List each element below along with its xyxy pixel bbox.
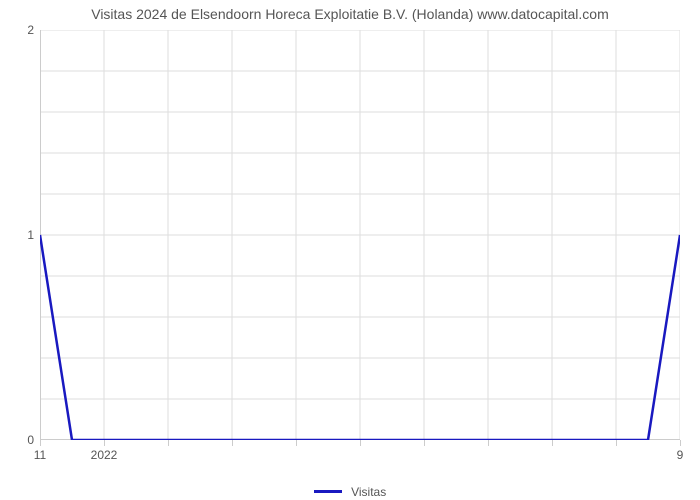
x-tick [168, 440, 169, 446]
chart-container: Visitas 2024 de Elsendoorn Horeca Exploi… [0, 0, 700, 500]
legend-label: Visitas [351, 485, 386, 499]
y-tick-label: 1 [16, 228, 34, 242]
x-tick [40, 440, 41, 446]
x-tick [360, 440, 361, 446]
x-tick-label: 2022 [91, 448, 118, 462]
chart-legend: Visitas [0, 484, 700, 499]
x-tick [424, 440, 425, 446]
x-tick [104, 440, 105, 446]
x-tick [616, 440, 617, 446]
y-tick-label: 0 [16, 433, 34, 447]
x-tick [296, 440, 297, 446]
chart-plot [40, 30, 680, 440]
x-tick [552, 440, 553, 446]
legend-swatch [314, 490, 342, 493]
chart-title: Visitas 2024 de Elsendoorn Horeca Exploi… [0, 6, 700, 22]
x-tick [680, 440, 681, 446]
x-tick [232, 440, 233, 446]
x-tick [488, 440, 489, 446]
y-tick-label: 2 [16, 23, 34, 37]
x-tick-label: 9 [677, 448, 684, 462]
x-tick-label: 11 [34, 448, 46, 462]
